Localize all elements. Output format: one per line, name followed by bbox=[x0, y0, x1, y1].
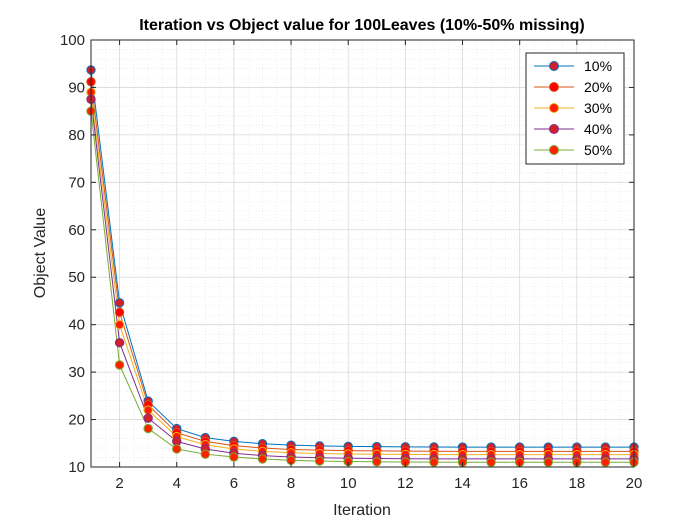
x-tick-label: 18 bbox=[568, 475, 585, 492]
axis-ticks bbox=[91, 39, 635, 468]
data-point-50pct bbox=[486, 457, 496, 467]
minor-grid bbox=[91, 40, 634, 467]
legend-marker bbox=[549, 61, 559, 71]
x-tick-label: 14 bbox=[454, 475, 471, 492]
y-tick-label: 30 bbox=[68, 364, 85, 381]
legend-marker bbox=[549, 82, 559, 92]
data-point-30pct bbox=[114, 319, 125, 330]
major-grid bbox=[91, 39, 635, 468]
x-tick-label: 6 bbox=[230, 475, 238, 492]
data-point-50pct bbox=[314, 456, 325, 466]
series-line-20pct bbox=[90, 81, 634, 452]
plot-frame bbox=[90, 39, 635, 468]
y-tick-label: 70 bbox=[68, 174, 85, 191]
y-tick-label: 100 bbox=[60, 32, 85, 49]
series-line-40pct bbox=[90, 99, 634, 460]
data-point-50pct bbox=[600, 457, 611, 467]
data-point-50pct bbox=[257, 454, 268, 464]
data-point-50pct bbox=[143, 423, 153, 434]
data-point-50pct bbox=[372, 457, 382, 467]
legend-label: 40% bbox=[584, 121, 612, 137]
x-tick-label: 4 bbox=[173, 475, 181, 492]
legend-marker bbox=[549, 145, 559, 155]
x-tick-label: 2 bbox=[115, 475, 123, 492]
legend-label: 30% bbox=[584, 100, 612, 116]
legend: 10% 20% 30% 40% 50% bbox=[525, 52, 625, 165]
x-tick-label: 20 bbox=[626, 475, 643, 492]
y-tick-label: 10 bbox=[68, 459, 85, 476]
tick-labels: 2 4 6 8 10 12 14 16 18 20 10 20 30 40 50 60 70 80 90 100 bbox=[60, 32, 642, 492]
y-tick-label: 20 bbox=[68, 412, 85, 429]
y-tick-label: 60 bbox=[68, 222, 85, 239]
data-point-50pct bbox=[172, 444, 182, 454]
x-tick-label: 8 bbox=[287, 475, 295, 492]
x-axis-label: Iteration bbox=[333, 502, 391, 519]
y-tick-label: 50 bbox=[68, 269, 85, 286]
y-tick-label: 80 bbox=[68, 127, 85, 144]
legend-marker bbox=[549, 124, 559, 134]
data-point-20pct bbox=[114, 307, 125, 318]
legend-label: 50% bbox=[584, 142, 612, 158]
data-point-10pct bbox=[114, 298, 125, 308]
data-point-50pct bbox=[429, 457, 439, 467]
data-point-50pct bbox=[114, 360, 125, 370]
legend-marker bbox=[549, 103, 559, 113]
data-point-40pct bbox=[143, 413, 153, 423]
data-point-50pct bbox=[543, 457, 553, 467]
x-tick-label: 10 bbox=[340, 475, 357, 492]
x-tick-label: 16 bbox=[511, 475, 528, 492]
chart-title: Iteration vs Object value for 100Leaves … bbox=[139, 17, 585, 34]
data-point-30pct bbox=[143, 405, 153, 415]
data-point-50pct bbox=[229, 452, 239, 462]
series-layer bbox=[86, 65, 639, 467]
data-point-40pct bbox=[114, 337, 125, 348]
y-axis-label: Object Value bbox=[32, 208, 49, 299]
legend-label: 10% bbox=[584, 58, 612, 74]
x-tick-label: 12 bbox=[397, 475, 414, 492]
series-line-50pct bbox=[90, 111, 634, 463]
series-line-30pct bbox=[90, 92, 634, 456]
legend-label: 20% bbox=[584, 79, 612, 95]
y-tick-label: 40 bbox=[68, 317, 85, 334]
series-line-10pct bbox=[90, 69, 634, 448]
y-tick-label: 90 bbox=[68, 79, 85, 96]
data-point-50pct bbox=[200, 449, 211, 459]
